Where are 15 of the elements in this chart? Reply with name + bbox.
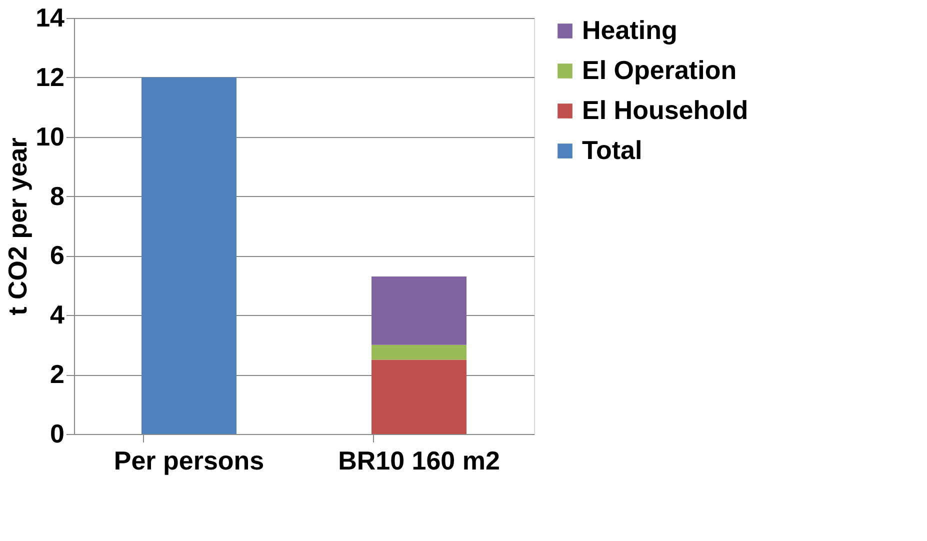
legend-label: Total (582, 135, 642, 165)
y-tick-label: 2 (50, 359, 64, 390)
x-tick-label: BR10 160 m2 (338, 446, 500, 476)
y-tick-label: 4 (50, 300, 66, 330)
y-tick-label: 6 (50, 240, 64, 270)
y-tick-label: 10 (36, 121, 64, 152)
y-axis-title: t CO2 per year (2, 138, 33, 316)
legend-label: El Operation (582, 55, 737, 85)
legend-label: El Household (582, 95, 748, 125)
y-tick-label: 14 (36, 2, 66, 32)
y-tick-label: 12 (36, 62, 64, 92)
x-tick-label: Per persons (114, 446, 264, 476)
y-tick-label: 8 (50, 180, 64, 211)
y-tick-label: 0 (50, 418, 64, 448)
legend-label: Heating (582, 15, 678, 45)
